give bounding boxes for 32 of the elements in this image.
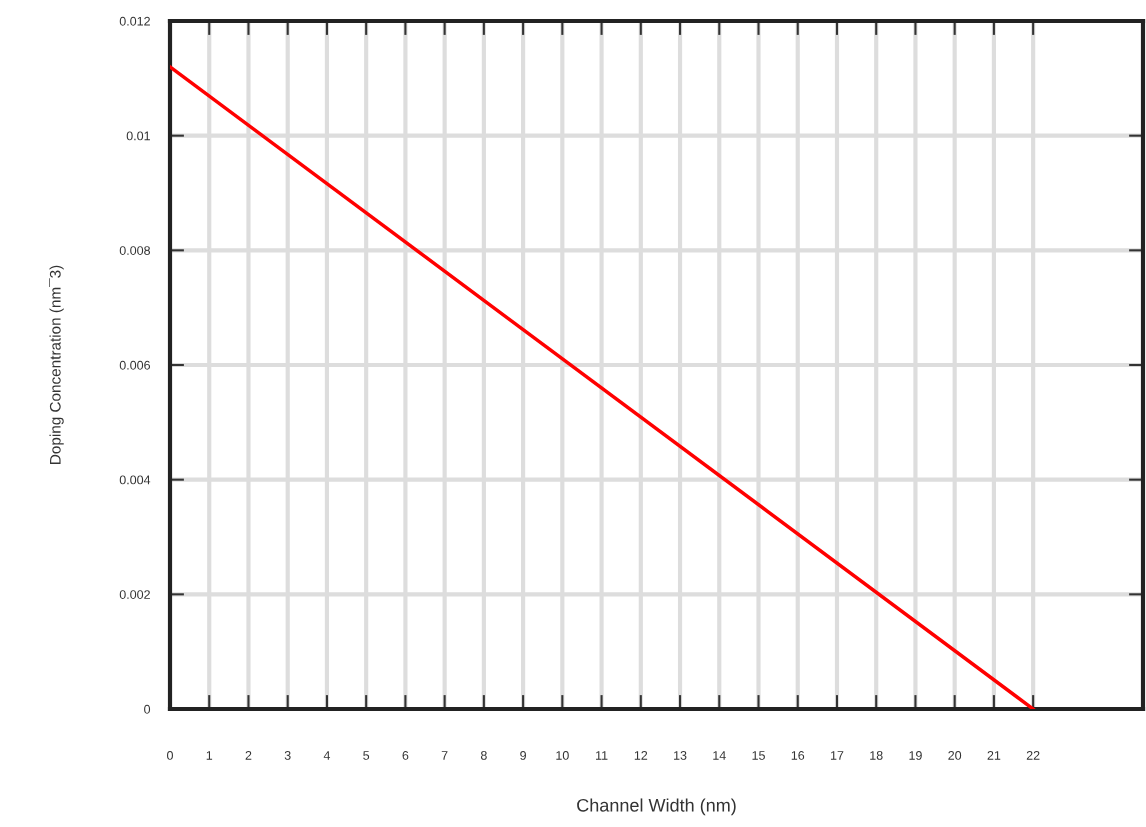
x-tick-label: 18 [870, 751, 883, 760]
y-axis-title: Doping Concentration (nm¯3) [49, 265, 64, 464]
y-tick-label: 0.01 [126, 131, 150, 141]
x-tick-label: 17 [830, 751, 844, 760]
x-tick-label: 20 [948, 751, 962, 760]
x-tick-label: 13 [674, 751, 687, 760]
y-tick-label: 0.012 [119, 16, 150, 26]
x-tick-label: 1 [206, 751, 213, 760]
x-tick-label: 19 [909, 751, 922, 760]
y-tick-label: 0.006 [119, 360, 151, 370]
x-tick-label: 2 [245, 751, 252, 760]
y-tick-label: 0.008 [119, 246, 151, 255]
x-tick-label: 14 [713, 751, 726, 760]
x-tick-label: 12 [634, 751, 648, 760]
x-tick-label: 15 [752, 751, 765, 760]
x-tick-label: 22 [1026, 751, 1040, 760]
x-tick-label: 0 [167, 751, 173, 760]
x-tick-label: 9 [520, 751, 526, 760]
y-tick-label: 0.004 [119, 475, 151, 485]
y-tick-label: 0 [144, 704, 151, 714]
x-tick-label: 3 [284, 751, 291, 760]
x-tick-label: 21 [987, 751, 1001, 760]
x-tick-label: 16 [791, 751, 805, 760]
x-axis-title: Channel Width (nm) [577, 798, 736, 816]
y-tick-label: 0.002 [119, 590, 150, 599]
x-tick-label: 5 [363, 751, 370, 760]
x-tick-label: 7 [441, 751, 448, 760]
x-tick-label: 11 [596, 751, 608, 760]
x-tick-label: 4 [323, 751, 331, 760]
x-tick-label: 8 [480, 751, 487, 760]
x-tick-label: 6 [402, 751, 409, 760]
x-tick-label: 10 [556, 751, 569, 760]
